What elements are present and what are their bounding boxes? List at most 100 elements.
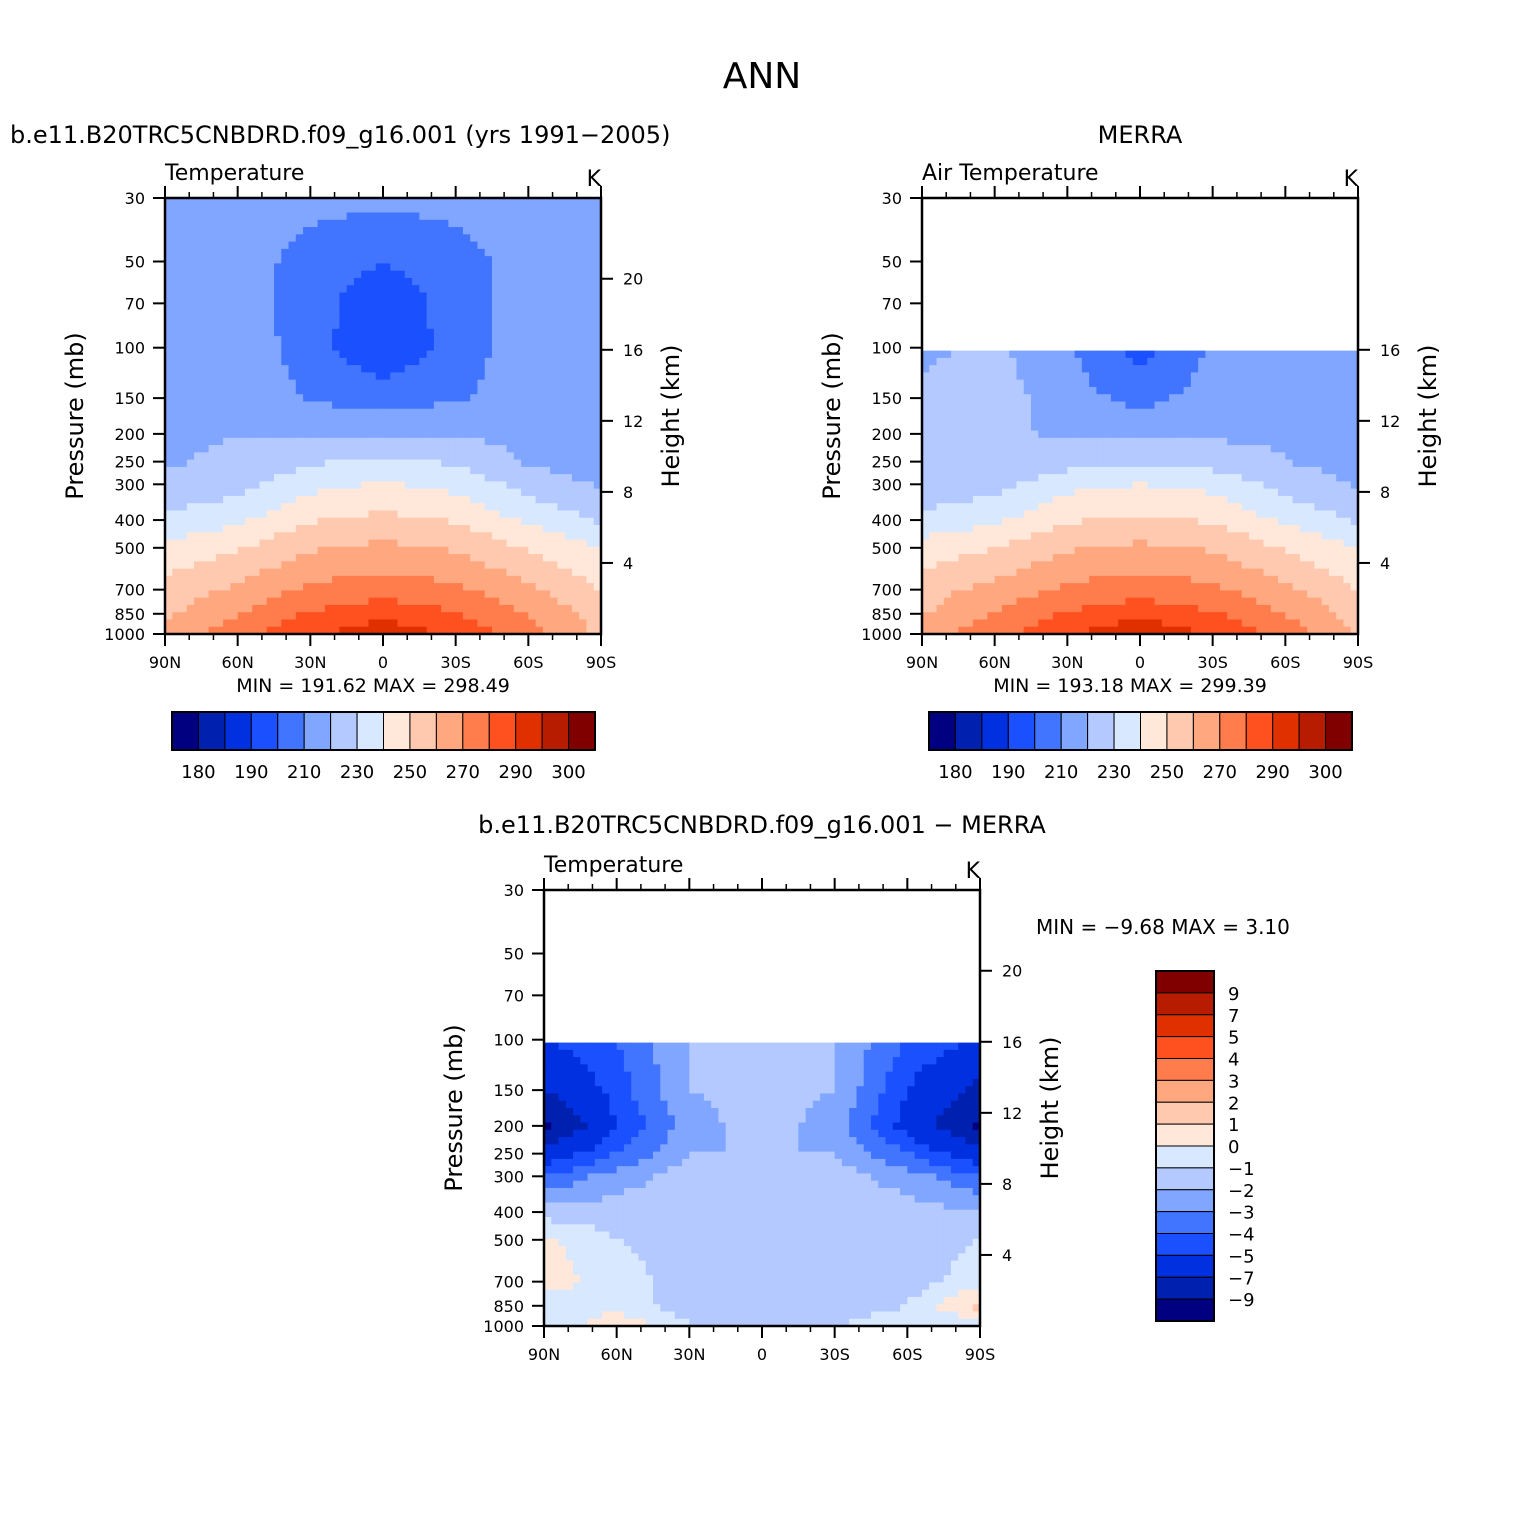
field-cell — [215, 328, 224, 337]
field-cell — [346, 561, 355, 570]
field-cell — [274, 372, 282, 381]
field-cell — [1278, 445, 1286, 453]
field-cell — [383, 408, 391, 417]
field-cell — [564, 466, 573, 475]
field-cell — [404, 350, 413, 359]
field-cell — [1314, 408, 1323, 417]
field-cell — [1205, 372, 1214, 381]
field-cell — [441, 277, 449, 286]
field-cell — [339, 234, 348, 243]
field-cell — [557, 408, 566, 417]
field-cell — [455, 386, 464, 395]
field-cell — [528, 583, 537, 591]
field-cell — [980, 372, 988, 381]
field-cell — [965, 401, 974, 410]
field-cell — [390, 263, 399, 272]
field-cell — [1118, 474, 1127, 482]
field-cell — [215, 466, 224, 475]
field-cell — [433, 408, 442, 417]
field-cell — [586, 459, 595, 468]
field-cell — [571, 459, 580, 468]
field-cell — [165, 495, 173, 504]
field-cell — [310, 619, 319, 628]
field-cell — [441, 546, 449, 555]
field-cell — [353, 321, 362, 330]
field-cell — [324, 299, 333, 308]
field-cell — [1081, 350, 1090, 359]
field-cell — [593, 416, 602, 424]
field-cell — [310, 372, 319, 381]
field-cell — [477, 597, 486, 606]
field-cell — [593, 299, 602, 308]
field-cell — [593, 343, 602, 352]
field-cell — [433, 219, 442, 228]
field-cell — [252, 590, 261, 599]
field-cell — [237, 416, 246, 424]
field-cell — [237, 307, 246, 315]
field-cell — [448, 612, 457, 621]
field-cell — [317, 583, 326, 591]
field-cell — [179, 488, 188, 497]
field-cell — [230, 343, 239, 352]
field-cell — [172, 321, 181, 330]
field-cell — [929, 459, 938, 468]
field-cell — [593, 445, 602, 453]
field-cell — [186, 554, 195, 562]
field-cell — [564, 626, 573, 635]
field-cell — [1125, 394, 1134, 403]
field-cell — [1176, 481, 1185, 490]
field-cell — [484, 445, 493, 453]
field-cell — [281, 474, 290, 482]
field-cell — [303, 277, 311, 286]
field-cell — [317, 350, 326, 359]
field-cell — [1205, 357, 1214, 366]
field-cell — [397, 292, 406, 301]
field-cell — [223, 561, 231, 570]
field-cell — [186, 510, 195, 519]
field-cell — [390, 270, 399, 279]
field-cell — [586, 488, 595, 497]
field-cell — [535, 248, 544, 257]
field-cell — [1263, 459, 1272, 468]
field-cell — [186, 459, 195, 468]
field-cell — [1299, 459, 1308, 468]
field-cell — [1023, 474, 1032, 482]
field-cell — [1227, 423, 1236, 432]
field-cell — [259, 539, 268, 548]
field-cell — [201, 292, 210, 301]
field-cell — [303, 539, 311, 548]
field-cell — [1089, 459, 1097, 468]
field-cell — [1314, 423, 1323, 432]
field-cell — [281, 379, 290, 388]
field-cell — [230, 517, 239, 526]
field-cell — [383, 568, 391, 577]
field-cell — [237, 532, 246, 541]
field-cell — [1292, 408, 1301, 417]
field-cell — [492, 539, 500, 548]
field-cell — [310, 517, 319, 526]
field-cell — [462, 386, 471, 395]
field-cell — [274, 568, 282, 577]
field-cell — [586, 321, 595, 330]
field-cell — [361, 401, 370, 410]
field-cell — [339, 619, 348, 628]
field-cell — [1161, 416, 1170, 424]
field-cell — [237, 394, 246, 403]
field-cell — [1147, 372, 1156, 381]
field-cell — [346, 445, 355, 453]
field-cell — [281, 423, 290, 432]
field-cell — [528, 503, 537, 512]
field-cell — [383, 626, 391, 635]
field-cell — [943, 379, 952, 388]
field-cell — [1016, 386, 1025, 395]
field-cell — [521, 612, 529, 621]
field-cell — [346, 604, 355, 613]
field-cell — [936, 408, 945, 417]
field-cell — [951, 408, 959, 417]
field-cell — [266, 583, 275, 591]
field-cell — [1038, 394, 1047, 403]
field-cell — [1198, 365, 1206, 373]
field-cell — [230, 503, 239, 512]
field-cell — [317, 510, 326, 519]
field-cell — [1219, 416, 1228, 424]
